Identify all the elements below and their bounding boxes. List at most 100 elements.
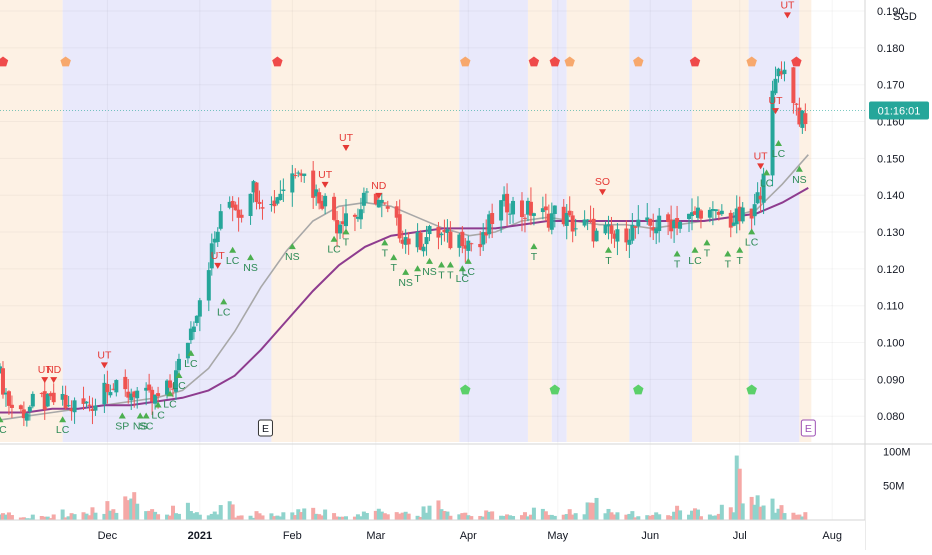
candle-up	[144, 387, 149, 391]
signal-marker-orange[interactable]	[60, 56, 71, 67]
volume-bar	[269, 513, 274, 520]
signal-marker-orange[interactable]	[746, 56, 757, 67]
volume-bar	[185, 502, 190, 520]
signal-marker-orange[interactable]	[460, 56, 471, 67]
candle-down	[666, 214, 671, 222]
candle-up	[630, 224, 635, 241]
signal-marker-red[interactable]	[689, 56, 701, 67]
volume-bar	[570, 514, 575, 520]
volume-bar	[147, 510, 152, 520]
candle-up	[594, 230, 599, 242]
volume-bar	[564, 514, 569, 520]
candle-up	[338, 224, 343, 234]
arrow-up-icon	[604, 246, 612, 253]
volume-bar	[335, 516, 340, 520]
candle-down	[394, 206, 399, 218]
candle-up	[114, 380, 119, 393]
annotation-label: LC	[56, 424, 70, 436]
volume-bar	[165, 514, 170, 520]
price-tick-label: 0.140	[877, 190, 905, 202]
volume-bar	[654, 512, 659, 520]
candle-down	[257, 201, 262, 204]
earnings-marker[interactable]	[257, 419, 273, 437]
candle-down	[505, 193, 510, 213]
candle-down	[406, 238, 411, 245]
arrow-down-icon	[375, 192, 383, 199]
signal-marker-green[interactable]	[746, 384, 757, 395]
annotation-label: T	[737, 255, 744, 267]
candle-up	[734, 208, 739, 225]
volume-bar	[773, 512, 778, 520]
candle-down	[168, 380, 173, 388]
volume-bar	[385, 514, 390, 520]
signal-marker-red[interactable]	[791, 56, 802, 67]
volume-bar	[460, 513, 465, 520]
volume-bar	[698, 516, 703, 520]
volume-bar	[672, 511, 677, 520]
volume-bar	[87, 515, 92, 520]
annotation-label: UT	[754, 150, 769, 162]
volume-bar	[173, 513, 178, 520]
signal-marker-orange[interactable]	[633, 56, 644, 67]
candle-down	[272, 200, 277, 207]
signal-marker-green[interactable]	[460, 384, 471, 395]
volume-bar	[194, 512, 199, 520]
candle-down	[490, 213, 495, 225]
candle-up	[511, 200, 516, 215]
volume-bar	[519, 515, 524, 520]
volume-bar	[168, 515, 173, 520]
volume-bar	[188, 511, 193, 520]
arrow-up-icon	[736, 246, 744, 253]
annotation-label: T	[382, 247, 389, 259]
annotation-label: UT	[318, 169, 333, 181]
signal-marker-green[interactable]	[633, 384, 644, 395]
signal-marker-red[interactable]	[528, 56, 540, 67]
volume-bar	[278, 516, 283, 520]
volume-bar	[669, 515, 674, 520]
volume-bar	[400, 512, 405, 520]
volume-bar	[463, 512, 468, 520]
volume-bar	[609, 512, 614, 520]
volume-bar	[191, 513, 196, 520]
annotation-label: SC	[139, 421, 154, 433]
volume-bar	[45, 516, 50, 520]
arrow-up-icon	[775, 139, 782, 146]
volume-bar	[594, 497, 599, 520]
candle-down	[400, 239, 405, 244]
signal-marker-orange[interactable]	[564, 56, 575, 67]
volume-bar	[397, 513, 402, 520]
signal-marker-red[interactable]	[0, 56, 9, 67]
candle-down	[436, 227, 441, 238]
volume-bar	[511, 516, 516, 520]
candle-up	[687, 213, 692, 219]
candle-down	[42, 391, 47, 410]
candle-up	[487, 214, 492, 235]
earnings-marker[interactable]	[800, 419, 816, 437]
volume-bar	[209, 513, 214, 520]
signal-marker-red[interactable]	[272, 56, 283, 67]
volume-bar	[487, 511, 492, 520]
candle-down	[63, 394, 68, 409]
candle-up	[281, 189, 286, 191]
candle-up	[209, 243, 214, 269]
candle-down	[123, 376, 128, 390]
annotation-label: T	[725, 258, 732, 270]
candle-up	[552, 205, 557, 215]
candle-up	[770, 90, 775, 176]
signal-markers	[0, 56, 802, 395]
annotation-label: T	[414, 273, 421, 285]
signal-marker-green[interactable]	[549, 384, 560, 395]
volume-bar	[439, 509, 444, 520]
annotation-label: UT	[780, 0, 795, 11]
arrow-up-icon	[187, 349, 195, 356]
volume-bar	[153, 511, 158, 520]
volume-bar	[436, 500, 441, 520]
annotation-label: T	[605, 255, 612, 267]
signal-marker-red[interactable]	[549, 56, 560, 67]
candle-down	[299, 173, 304, 176]
volume-bar	[394, 512, 399, 520]
volume-bar	[675, 505, 680, 520]
arrow-up-icon	[402, 268, 410, 275]
